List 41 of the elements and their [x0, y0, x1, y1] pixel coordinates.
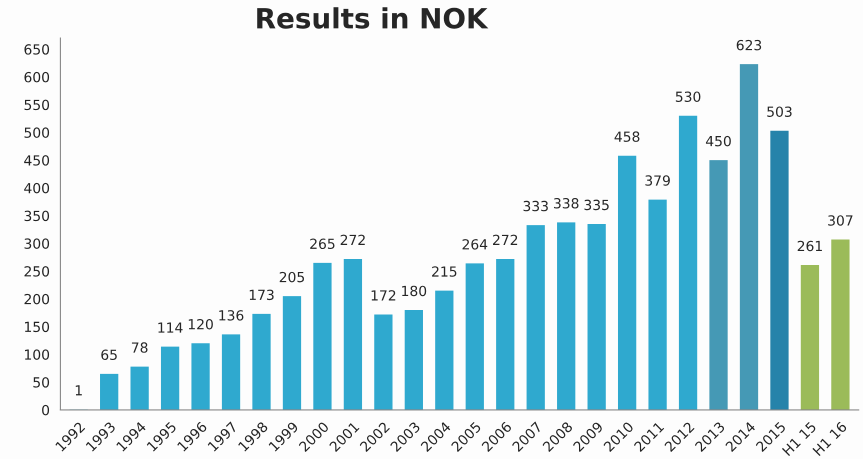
- y-tick-label: 250: [24, 266, 50, 277]
- y-tick-label: 150: [25, 322, 50, 332]
- y-tick-label: 500: [24, 127, 50, 138]
- data-label: 458: [614, 131, 640, 142]
- data-label: 335: [584, 200, 609, 210]
- data-label: 205: [280, 272, 304, 282]
- y-tick-label: 650: [24, 44, 50, 55]
- y-tick-label: 350: [24, 210, 50, 222]
- y-tick-label: 100: [25, 349, 50, 360]
- y-tick-label: 550: [24, 100, 50, 110]
- data-label: 261: [798, 240, 822, 252]
- y-tick-label: 600: [24, 72, 50, 82]
- y-tick-label: 400: [24, 182, 50, 194]
- data-label: 114: [158, 322, 183, 333]
- data-label: 307: [828, 215, 852, 226]
- data-label: 215: [432, 266, 456, 277]
- y-tick-label: 450: [24, 155, 50, 166]
- chart-title: Results in NOK: [257, 7, 488, 29]
- y-tick-label: 200: [24, 294, 50, 304]
- data-label: 172: [372, 290, 396, 300]
- data-label: 65: [101, 350, 117, 360]
- data-label: 530: [676, 91, 700, 102]
- data-label: 272: [340, 234, 365, 245]
- data-label: 173: [250, 290, 274, 300]
- data-label: 264: [462, 239, 488, 250]
- data-label: 503: [767, 106, 792, 117]
- data-label: 333: [524, 200, 548, 212]
- data-label: 338: [554, 198, 578, 209]
- data-label: 450: [706, 136, 731, 146]
- data-label: 623: [736, 40, 762, 50]
- data-label: 265: [310, 238, 334, 250]
- data-label: 78: [132, 342, 148, 353]
- data-label: 1: [76, 385, 82, 396]
- data-label: 180: [402, 286, 426, 296]
- data-label: 272: [493, 234, 518, 245]
- data-label: 379: [645, 175, 670, 186]
- y-tick-label: 300: [24, 238, 50, 249]
- data-label: 120: [188, 318, 213, 330]
- y-tick-label: 50: [33, 377, 50, 388]
- data-label: 136: [219, 310, 244, 321]
- y-tick-label: 0: [42, 404, 50, 416]
